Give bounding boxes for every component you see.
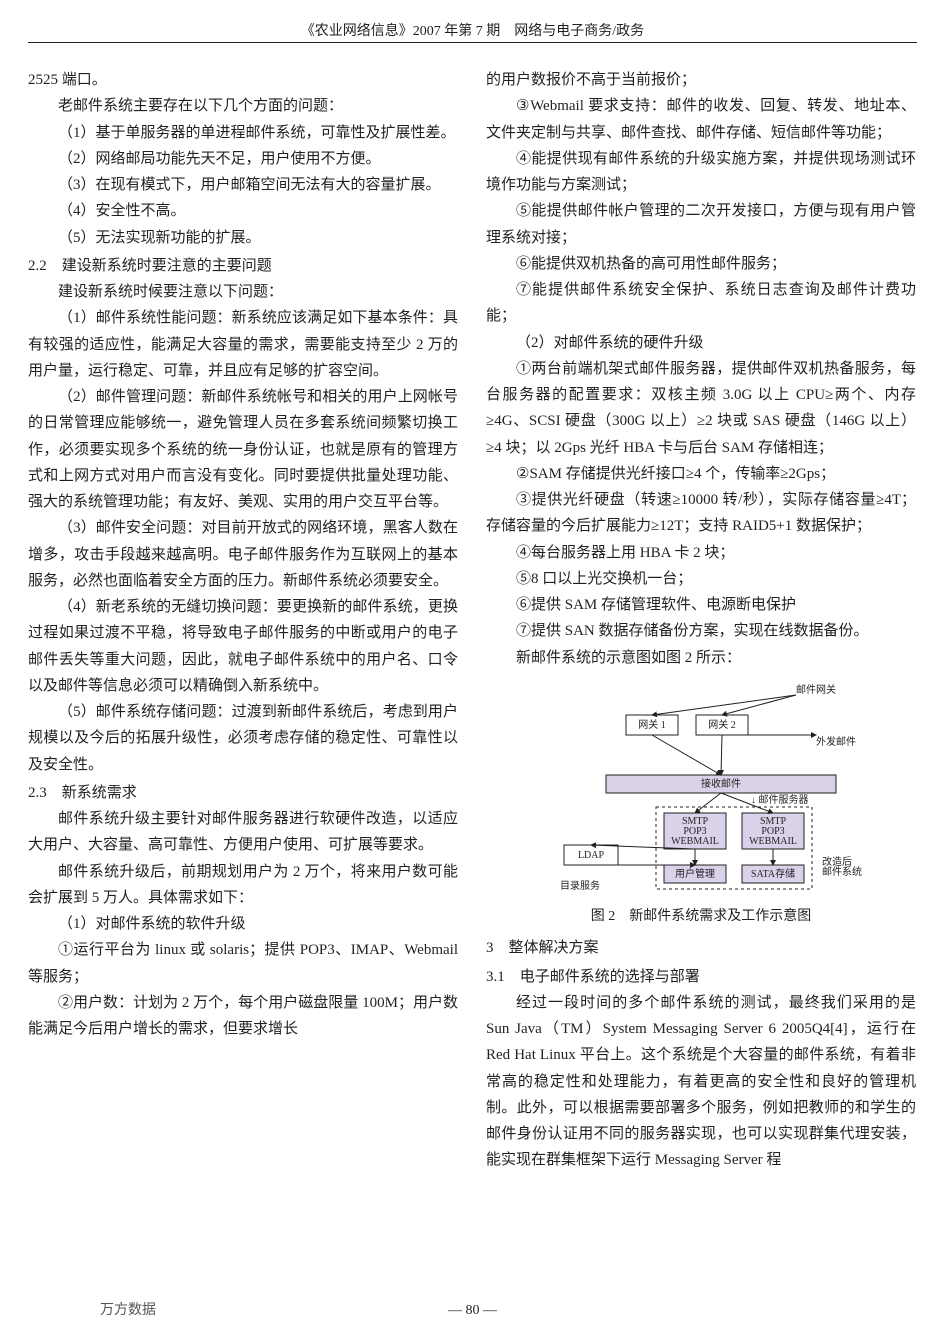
para: ⑤8 口以上光交换机一台； — [486, 566, 916, 592]
para: ②用户数：计划为 2 万个，每个用户磁盘限量 100M；用户数能满足今后用户增长… — [28, 990, 458, 1043]
svg-text:邮件系统: 邮件系统 — [822, 865, 862, 878]
para: 经过一段时间的多个邮件系统的测试，最终我们采用的是 Sun Java（TM）Sy… — [486, 990, 916, 1174]
svg-text:邮件网关: 邮件网关 — [796, 683, 836, 696]
para: （3）邮件安全问题：对目前开放式的网络环境，黑客人数在增多，攻击手段越来越高明。… — [28, 515, 458, 594]
para: （2）邮件管理问题：新邮件系统帐号和相关的用户上网帐号的日常管理应能够统一，避免… — [28, 384, 458, 515]
svg-text:WEBMAIL: WEBMAIL — [749, 836, 797, 847]
para: （2）网络邮局功能先天不足，用户使用不方便。 — [28, 146, 458, 172]
svg-text:接收邮件: 接收邮件 — [701, 777, 741, 790]
para: ④能提供现有邮件系统的升级实施方案，并提供现场测试环境作功能与方案测试； — [486, 146, 916, 199]
svg-text:SATA存储: SATA存储 — [751, 867, 795, 880]
section-3-1-title: 3.1 电子邮件系统的选择与部署 — [486, 964, 916, 990]
svg-text:外发邮件: 外发邮件 — [816, 735, 856, 748]
svg-text:网关 2: 网关 2 — [708, 718, 736, 731]
figure-2-svg: 邮件网关网关 1网关 2外发邮件接收邮件↓ 邮件服务器SMTPPOP3WEBMA… — [516, 681, 886, 903]
para: （4）新老系统的无缝切换问题：要更换新的邮件系统，更换过程如果过渡不平稳，将导致… — [28, 594, 458, 699]
para: （1）对邮件系统的软件升级 — [28, 911, 458, 937]
section-2-3-title: 2.3 新系统需求 — [28, 780, 458, 806]
para: ⑤能提供邮件帐户管理的二次开发接口，方便与现有用户管理系统对接； — [486, 198, 916, 251]
page-footer: — 80 — — [0, 1303, 945, 1319]
para: 的用户数报价不高于当前报价； — [486, 67, 916, 93]
left-column: 2525 端口。 老邮件系统主要存在以下几个方面的问题： （1）基于单服务器的单… — [28, 67, 458, 1174]
svg-text:用户管理: 用户管理 — [675, 867, 715, 880]
page-number: — 80 — — [448, 1303, 497, 1318]
header-text: 《农业网络信息》2007 年第 7 期 网络与电子商务/政务 — [301, 24, 644, 39]
para: ⑥提供 SAM 存储管理软件、电源断电保护 — [486, 592, 916, 618]
para: （5）无法实现新功能的扩展。 — [28, 225, 458, 251]
svg-text:↓ 邮件服务器: ↓ 邮件服务器 — [751, 793, 809, 806]
svg-text:LDAP: LDAP — [578, 850, 605, 861]
figure-2-caption: 图 2 新邮件系统需求及工作示意图 — [486, 905, 916, 930]
para: 邮件系统升级后，前期规划用户为 2 万个，将来用户数可能会扩展到 5 万人。具体… — [28, 859, 458, 912]
section-3-title: 3 整体解决方案 — [486, 935, 916, 961]
para: （3）在现有模式下，用户邮箱空间无法有大的容量扩展。 — [28, 172, 458, 198]
para: （1）邮件系统性能问题：新系统应该满足如下基本条件：具有较强的适应性，能满足大容… — [28, 305, 458, 384]
para: 建设新系统时候要注意以下问题： — [28, 279, 458, 305]
para: （4）安全性不高。 — [28, 198, 458, 224]
figure-2: 邮件网关网关 1网关 2外发邮件接收邮件↓ 邮件服务器SMTPPOP3WEBMA… — [486, 681, 916, 930]
para: （5）邮件系统存储问题：过渡到新邮件系统后，考虑到用户规模以及今后的拓展升级性，… — [28, 699, 458, 778]
para: （1）基于单服务器的单进程邮件系统，可靠性及扩展性差。 — [28, 120, 458, 146]
para: （2）对邮件系统的硬件升级 — [486, 330, 916, 356]
page-header: 《农业网络信息》2007 年第 7 期 网络与电子商务/政务 — [28, 20, 917, 43]
para: ④每台服务器上用 HBA 卡 2 块； — [486, 540, 916, 566]
section-2-2-title: 2.2 建设新系统时要注意的主要问题 — [28, 253, 458, 279]
svg-text:WEBMAIL: WEBMAIL — [671, 836, 719, 847]
para: ②SAM 存储提供光纤接口≥4 个，传输率≥2Gps； — [486, 461, 916, 487]
para: ③提供光纤硬盘（转速≥10000 转/秒），实际存储容量≥4T；存储容量的今后扩… — [486, 487, 916, 540]
para: 2525 端口。 — [28, 67, 458, 93]
svg-text:目录服务: 目录服务 — [560, 879, 600, 892]
para: ③Webmail 要求支持：邮件的收发、回复、转发、地址本、文件夹定制与共享、邮… — [486, 93, 916, 146]
content-columns: 2525 端口。 老邮件系统主要存在以下几个方面的问题： （1）基于单服务器的单… — [28, 67, 917, 1174]
para: 老邮件系统主要存在以下几个方面的问题： — [28, 93, 458, 119]
svg-text:网关 1: 网关 1 — [638, 718, 666, 731]
right-column: 的用户数报价不高于当前报价； ③Webmail 要求支持：邮件的收发、回复、转发… — [486, 67, 916, 1174]
para: ⑥能提供双机热备的高可用性邮件服务； — [486, 251, 916, 277]
para: ⑦提供 SAN 数据存储备份方案，实现在线数据备份。 — [486, 618, 916, 644]
para: 邮件系统升级主要针对邮件服务器进行软硬件改造，以适应大用户、大容量、高可靠性、方… — [28, 806, 458, 859]
para: ①两台前端机架式邮件服务器，提供邮件双机热备服务，每台服务器的配置要求：双核主频… — [486, 356, 916, 461]
para: 新邮件系统的示意图如图 2 所示： — [486, 645, 916, 671]
para: ⑦能提供邮件系统安全保护、系统日志查询及邮件计费功能； — [486, 277, 916, 330]
para: ①运行平台为 linux 或 solaris；提供 POP3、IMAP、Webm… — [28, 937, 458, 990]
